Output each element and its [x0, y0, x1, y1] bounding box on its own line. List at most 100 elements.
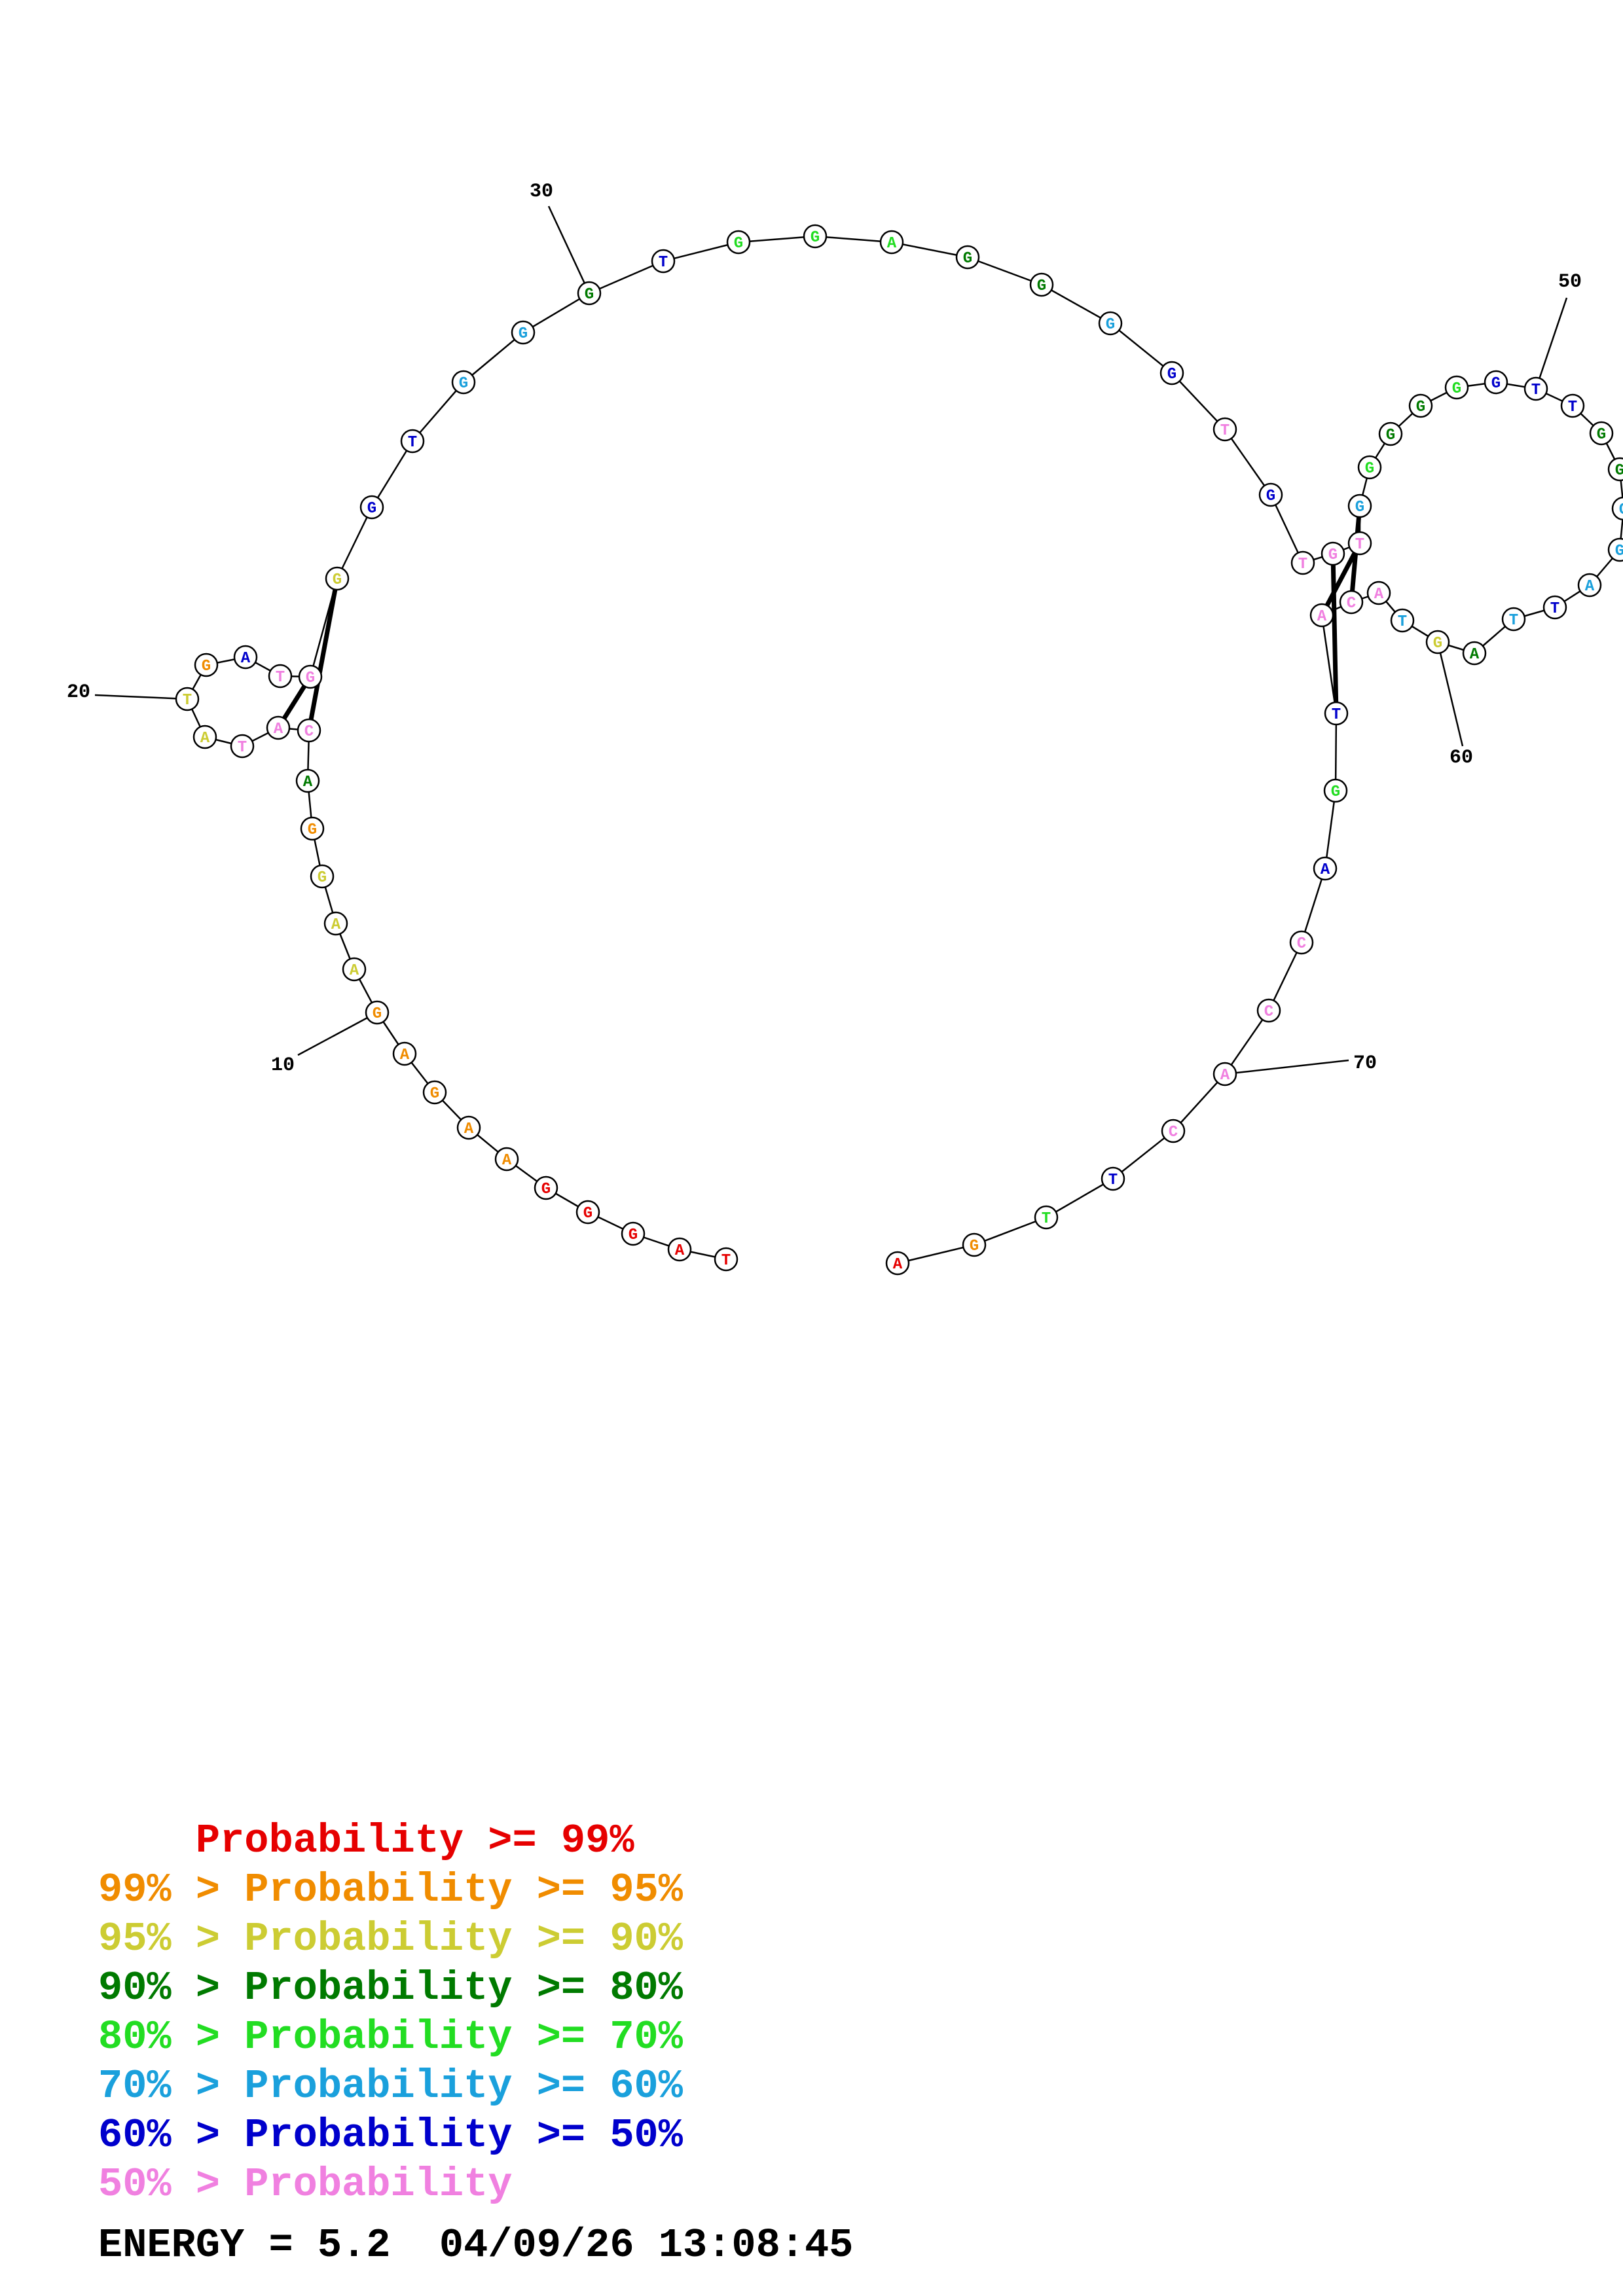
nucleotide-circle — [1607, 537, 1623, 562]
legend-row-7: 50% > Probability — [98, 2161, 513, 2208]
nucleotide-circle — [1357, 455, 1382, 480]
nucleotide-circle — [1101, 1166, 1125, 1191]
nucleotide-letter: G — [1386, 427, 1395, 444]
nucleotide-circle — [1484, 370, 1508, 395]
nucleotide-circle — [714, 1247, 739, 1272]
nucleotide-letter: A — [200, 730, 210, 747]
nucleotide-letter: G — [1615, 462, 1623, 480]
nucleotide-circle — [310, 864, 335, 889]
backbone-segment — [663, 241, 739, 262]
nucleotide-circle — [1258, 482, 1283, 507]
nucleotide-circle — [1034, 1205, 1059, 1230]
nucleotide-letter: G — [333, 571, 342, 589]
nucleotide-letter: A — [400, 1047, 410, 1064]
nucleotide-letter: G — [1266, 488, 1275, 505]
nucleotide-letter: A — [241, 650, 251, 668]
nucleotide-letter: A — [274, 721, 283, 738]
nucleotide-letter: G — [1167, 366, 1176, 384]
nucleotide-letter: G — [1433, 635, 1442, 653]
nucleotide-circle — [1607, 457, 1623, 482]
nucleotide-letter: T — [238, 739, 247, 757]
backbone-segment — [1171, 372, 1226, 430]
nucleotide-letter: G — [367, 500, 376, 518]
position-tick — [94, 694, 188, 700]
nucleotide-letter: T — [1042, 1210, 1051, 1228]
nucleotide-letter: A — [1585, 578, 1595, 596]
nucleotide-letter: A — [1317, 608, 1327, 626]
nucleotide-circle — [1098, 311, 1123, 336]
nucleotide-circle — [1339, 590, 1364, 615]
nucleotide-circle — [575, 1200, 600, 1225]
nucleotide-letter: T — [1531, 382, 1541, 399]
backbone-segment — [1300, 868, 1326, 943]
nucleotide-circle — [323, 911, 348, 936]
nucleotide-circle — [266, 715, 291, 740]
nucleotide-letter: G — [318, 869, 327, 887]
nucleotide-letter: G — [811, 229, 820, 247]
nucleotide-letter: C — [1297, 935, 1306, 953]
nucleotide-circle — [651, 249, 676, 274]
nucleotide-letter: T — [1550, 600, 1559, 618]
nucleotide-circle — [298, 664, 323, 689]
nucleotide-circle — [1321, 541, 1345, 566]
legend-row-3: 90% > Probability >= 80% — [98, 1965, 683, 2011]
nucleotide-letter: G — [970, 1238, 979, 1255]
backbone-segment — [1173, 1073, 1226, 1132]
nucleotide-circle — [1309, 603, 1334, 628]
legend-row-6: 60% > Probability >= 50% — [98, 2112, 683, 2159]
backbone-segment — [1046, 1177, 1114, 1219]
nucleotide-letter: G — [1355, 499, 1364, 516]
nucleotide-circle — [194, 653, 219, 677]
nucleotide-circle — [1366, 581, 1391, 605]
nucleotide-letter: G — [1037, 278, 1046, 295]
nucleotide-letter: G — [1597, 426, 1606, 444]
backbone-segment — [1041, 283, 1111, 325]
nucleotide-letter: G — [1328, 547, 1338, 564]
nucleotide-circle — [175, 687, 200, 711]
nucleotide-circle — [365, 1000, 390, 1025]
nucleotide-circle — [1347, 493, 1372, 518]
nucleotide-circle — [268, 664, 293, 689]
nucleotide-circle — [400, 429, 425, 454]
nucleotide-letter: T — [1220, 422, 1230, 440]
backbone — [186, 235, 1623, 1265]
nucleotide-letter: T — [1355, 536, 1364, 554]
nucleotide-letter: A — [464, 1121, 474, 1138]
nucleotide-circle — [300, 816, 325, 841]
nucleotide-circle — [1347, 531, 1372, 556]
backbone-segment — [967, 256, 1042, 286]
backbone-segment — [589, 260, 664, 295]
nucleotide-circle — [962, 1232, 987, 1257]
legend-row-5: 70% > Probability >= 60% — [98, 2063, 683, 2109]
nucleotide-circle — [1256, 998, 1281, 1023]
nucleotide-circle — [803, 224, 828, 249]
nucleotide-letter: A — [1470, 646, 1480, 664]
nucleotide-circle — [1161, 1119, 1186, 1143]
nucleotide-circle — [1213, 417, 1237, 442]
position-label-70: 70 — [1353, 1052, 1377, 1075]
nucleotide-circle — [297, 718, 321, 743]
nucleotide-letter: G — [430, 1085, 439, 1103]
backbone-segment — [1324, 790, 1337, 869]
nucleotide-circle — [1611, 496, 1623, 521]
nucleotide-circle — [511, 320, 536, 345]
nucleotide-letter: G — [1331, 783, 1340, 801]
nucleotide-circle — [1289, 930, 1314, 955]
nucleotide-letter: T — [408, 434, 417, 452]
nucleotide-letter: A — [502, 1152, 512, 1170]
nucleotide-letter: C — [304, 723, 314, 741]
nucleotide-circle — [456, 1115, 481, 1140]
backbone-segment — [1112, 1130, 1174, 1179]
backbone-segment — [463, 332, 524, 383]
backbone-segment — [891, 241, 968, 259]
nucleotide-letter: T — [1298, 556, 1307, 573]
nucleotide-circle — [1378, 422, 1403, 446]
legend-row-1: 99% > Probability >= 95% — [98, 1867, 683, 1913]
nucleotide-circle — [1313, 856, 1338, 881]
position-label-20: 20 — [67, 681, 90, 704]
legend-row-2: 95% > Probability >= 90% — [98, 1916, 683, 1962]
nucleotide-circle — [392, 1041, 417, 1066]
nucleotide-letter: G — [202, 658, 211, 675]
energy-timestamp-line: ENERGY = 5.2 04/09/26 13:08:45 — [98, 2222, 854, 2269]
probability-legend: Probability >= 99% 99% > Probability >= 9… — [98, 1816, 683, 2209]
